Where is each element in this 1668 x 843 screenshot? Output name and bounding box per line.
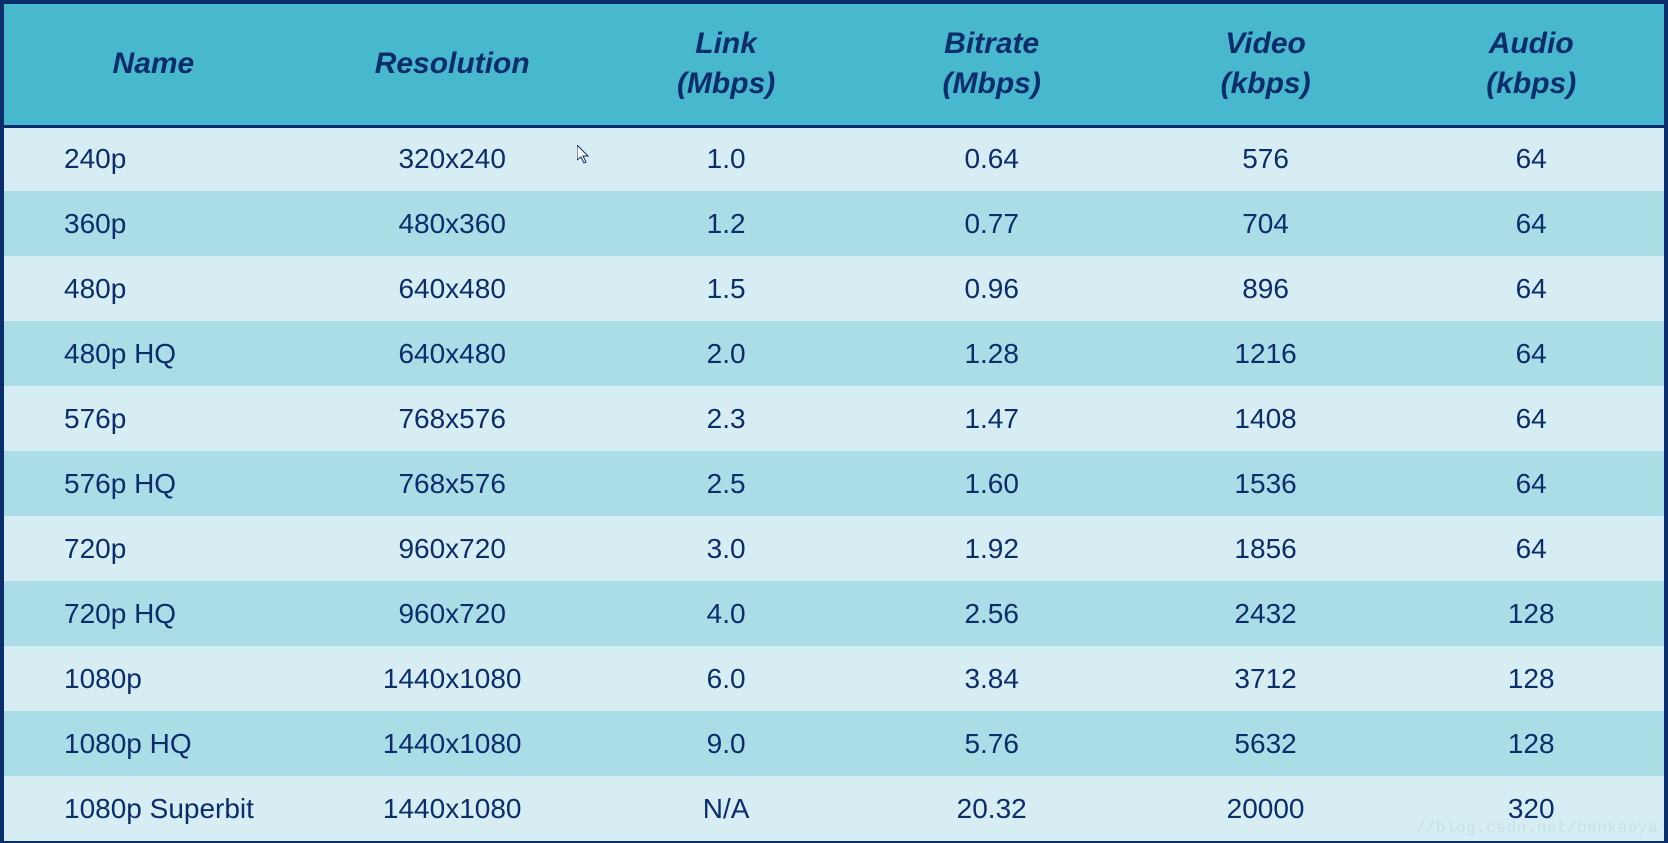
cell-5-3: 1.60 [851,451,1133,516]
cell-1-3: 0.77 [851,191,1133,256]
cell-4-4: 1408 [1133,386,1399,451]
cell-6-2: 3.0 [602,516,851,581]
header-cell-5: Audio(kbps) [1398,4,1664,126]
cell-5-0: 576p HQ [4,451,303,516]
header-cell-0: Name [4,4,303,126]
cell-9-2: 9.0 [602,711,851,776]
table-row: 480p HQ640x4802.01.28121664 [4,321,1664,386]
table-row: 576p HQ768x5762.51.60153664 [4,451,1664,516]
cell-3-4: 1216 [1133,321,1399,386]
cell-10-3: 20.32 [851,776,1133,841]
cell-4-0: 576p [4,386,303,451]
cell-0-2: 1.0 [602,126,851,191]
bitrate-table-container: NameResolutionLink(Mbps)Bitrate(Mbps)Vid… [0,0,1668,843]
cell-2-3: 0.96 [851,256,1133,321]
cell-10-2: N/A [602,776,851,841]
cell-1-0: 360p [4,191,303,256]
cell-1-5: 64 [1398,191,1664,256]
cell-7-3: 2.56 [851,581,1133,646]
cell-3-0: 480p HQ [4,321,303,386]
cell-7-4: 2432 [1133,581,1399,646]
cell-6-3: 1.92 [851,516,1133,581]
header-row: NameResolutionLink(Mbps)Bitrate(Mbps)Vid… [4,4,1664,126]
header-cell-1: Resolution [303,4,602,126]
table-row: 1080p1440x10806.03.843712128 [4,646,1664,711]
table-row: 360p480x3601.20.7770464 [4,191,1664,256]
cell-6-5: 64 [1398,516,1664,581]
cell-8-2: 6.0 [602,646,851,711]
cell-6-0: 720p [4,516,303,581]
cell-3-2: 2.0 [602,321,851,386]
cell-2-4: 896 [1133,256,1399,321]
bitrate-table: NameResolutionLink(Mbps)Bitrate(Mbps)Vid… [4,4,1664,841]
cell-10-4: 20000 [1133,776,1399,841]
cell-7-2: 4.0 [602,581,851,646]
cell-3-5: 64 [1398,321,1664,386]
cell-7-1: 960x720 [303,581,602,646]
cell-7-0: 720p HQ [4,581,303,646]
cell-0-1: 320x240 [303,126,602,191]
header-cell-4: Video(kbps) [1133,4,1399,126]
cell-3-1: 640x480 [303,321,602,386]
cell-9-3: 5.76 [851,711,1133,776]
table-body: 240p320x2401.00.6457664360p480x3601.20.7… [4,126,1664,841]
cell-4-1: 768x576 [303,386,602,451]
cell-10-0: 1080p Superbit [4,776,303,841]
header-cell-2: Link(Mbps) [602,4,851,126]
cell-1-2: 1.2 [602,191,851,256]
watermark-text: //blog.csdn.net/benkaoya [1416,819,1658,837]
cell-0-3: 0.64 [851,126,1133,191]
cell-9-1: 1440x1080 [303,711,602,776]
cell-1-1: 480x360 [303,191,602,256]
header-cell-3: Bitrate(Mbps) [851,4,1133,126]
table-row: 720p HQ960x7204.02.562432128 [4,581,1664,646]
cell-0-0: 240p [4,126,303,191]
cell-5-5: 64 [1398,451,1664,516]
cell-8-1: 1440x1080 [303,646,602,711]
table-row: 576p768x5762.31.47140864 [4,386,1664,451]
cell-4-5: 64 [1398,386,1664,451]
table-row: 720p960x7203.01.92185664 [4,516,1664,581]
cell-9-5: 128 [1398,711,1664,776]
cell-0-5: 64 [1398,126,1664,191]
cell-5-1: 768x576 [303,451,602,516]
cell-4-3: 1.47 [851,386,1133,451]
cell-2-0: 480p [4,256,303,321]
table-row: 480p640x4801.50.9689664 [4,256,1664,321]
cell-7-5: 128 [1398,581,1664,646]
cell-2-5: 64 [1398,256,1664,321]
cell-3-3: 1.28 [851,321,1133,386]
cell-5-2: 2.5 [602,451,851,516]
cell-2-2: 1.5 [602,256,851,321]
cell-10-1: 1440x1080 [303,776,602,841]
cell-5-4: 1536 [1133,451,1399,516]
cell-6-4: 1856 [1133,516,1399,581]
cell-8-0: 1080p [4,646,303,711]
cell-9-0: 1080p HQ [4,711,303,776]
cell-8-5: 128 [1398,646,1664,711]
cell-8-4: 3712 [1133,646,1399,711]
cell-6-1: 960x720 [303,516,602,581]
table-row: 240p320x2401.00.6457664 [4,126,1664,191]
cell-9-4: 5632 [1133,711,1399,776]
cell-4-2: 2.3 [602,386,851,451]
cell-0-4: 576 [1133,126,1399,191]
table-head: NameResolutionLink(Mbps)Bitrate(Mbps)Vid… [4,4,1664,126]
cell-1-4: 704 [1133,191,1399,256]
cell-8-3: 3.84 [851,646,1133,711]
table-row: 1080p HQ1440x10809.05.765632128 [4,711,1664,776]
cell-2-1: 640x480 [303,256,602,321]
